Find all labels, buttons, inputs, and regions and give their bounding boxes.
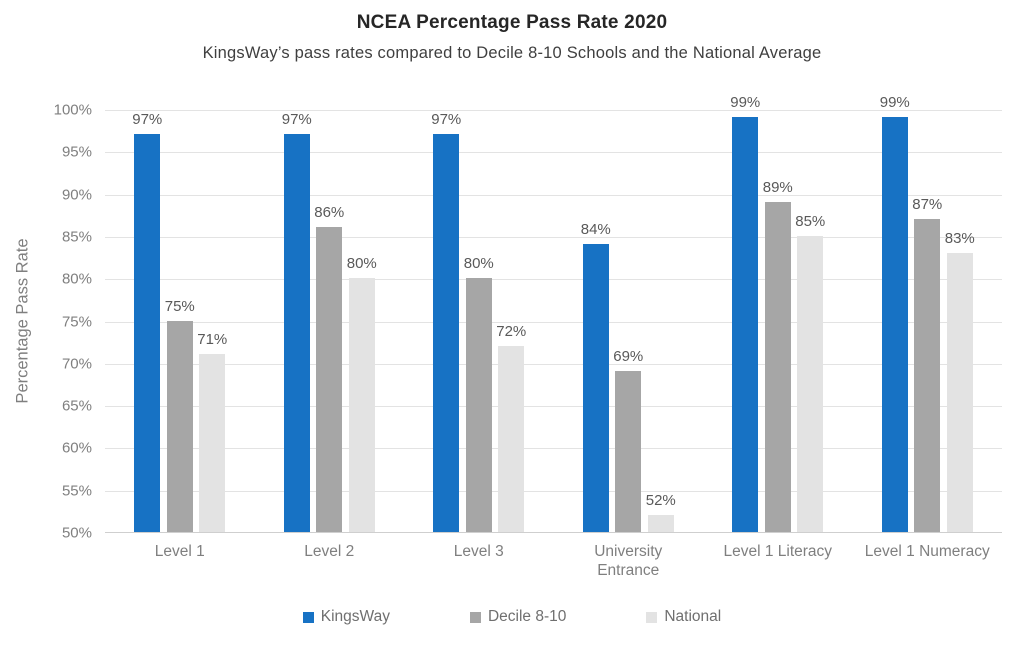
y-tick-label-65: 65% bbox=[61, 397, 92, 415]
bar-value-label-national-university-entrance: 52% bbox=[645, 492, 676, 510]
y-tick-label-95: 95% bbox=[61, 143, 92, 161]
bar-value-label-decile-8-10-level-2: 86% bbox=[314, 204, 345, 222]
gridline-75 bbox=[105, 321, 1002, 323]
chart-subtitle: KingsWay’s pass rates compared to Decile… bbox=[202, 44, 822, 62]
legend-item-national: National bbox=[646, 608, 721, 626]
bar-decile-8-10-level-3 bbox=[465, 278, 492, 532]
bar-kingsway-level-2 bbox=[283, 134, 310, 532]
legend-label-kingsway: KingsWay bbox=[320, 608, 390, 625]
category-label-level-2: Level 2 bbox=[304, 543, 355, 560]
gridline-100 bbox=[105, 110, 1002, 111]
bar-value-label-kingsway-level-3: 97% bbox=[431, 111, 462, 129]
bar-decile-8-10-level-1 bbox=[166, 320, 193, 532]
y-axis-ticks: 100% 95% 90% 85% 80% 75% 70% 65% 60% 55% 50% bbox=[0, 102, 92, 542]
bar-national-university-entrance bbox=[647, 515, 674, 532]
gridline-85 bbox=[105, 236, 1002, 238]
bar-national-level-2 bbox=[348, 278, 375, 532]
bar-value-label-national-level-1: 71% bbox=[197, 331, 228, 349]
legend-label-decile-8-10: Decile 8-10 bbox=[487, 608, 567, 625]
category-label-level-1-literacy: Level 1 Literacy bbox=[723, 543, 833, 560]
gridline-60 bbox=[105, 448, 1002, 450]
bar-kingsway-level-1-numeracy bbox=[881, 117, 908, 532]
gridline-95 bbox=[105, 152, 1002, 154]
bar-value-label-decile-8-10-level-1-literacy: 89% bbox=[762, 179, 793, 197]
bar-decile-8-10-level-1-literacy bbox=[764, 202, 791, 532]
bar-kingsway-university-entrance bbox=[582, 244, 609, 532]
gridline-70 bbox=[105, 363, 1002, 365]
gridline-55 bbox=[105, 490, 1002, 492]
bar-decile-8-10-university-entrance bbox=[615, 371, 642, 532]
plot-area: 97% 75% 71% 97% 86% 80% 97% 80% 72% 84% 69% 52% 99% 8… bbox=[105, 94, 1002, 533]
bar-kingsway-level-1-literacy bbox=[732, 117, 759, 532]
bar-value-label-decile-8-10-university-entrance: 69% bbox=[613, 348, 644, 366]
bar-value-label-decile-8-10-level-1: 75% bbox=[164, 297, 195, 315]
bar-value-label-kingsway-university-entrance: 84% bbox=[580, 221, 611, 239]
bar-value-label-national-level-2: 80% bbox=[346, 255, 377, 273]
y-tick-label-90: 90% bbox=[61, 186, 92, 204]
bar-value-label-decile-8-10-level-1-numeracy: 87% bbox=[912, 195, 943, 213]
bar-value-label-kingsway-level-2: 97% bbox=[281, 111, 312, 129]
bar-kingsway-level-1 bbox=[134, 134, 161, 532]
category-label-university-entrance: University Entrance bbox=[594, 543, 663, 579]
bar-national-level-1-literacy bbox=[797, 235, 824, 532]
y-tick-label-80: 80% bbox=[61, 270, 92, 288]
y-tick-label-50: 50% bbox=[61, 524, 92, 542]
gridline-90 bbox=[105, 194, 1002, 196]
legend-swatch-national-icon bbox=[646, 611, 658, 623]
legend-swatch-kingsway-icon bbox=[302, 611, 314, 623]
bar-value-label-decile-8-10-level-3: 80% bbox=[463, 255, 494, 273]
bar-value-label-kingsway-level-1-literacy: 99% bbox=[730, 94, 761, 112]
bar-decile-8-10-level-2 bbox=[316, 227, 343, 532]
gridline-80 bbox=[105, 279, 1002, 281]
legend: KingsWay Decile 8-10 National bbox=[0, 604, 1024, 630]
chart-title: NCEA Percentage Pass Rate 2020 bbox=[356, 12, 668, 33]
bar-national-level-1 bbox=[199, 354, 226, 532]
bar-value-label-kingsway-level-1-numeracy: 99% bbox=[879, 94, 910, 112]
legend-swatch-decile-8-10-icon bbox=[469, 611, 481, 623]
legend-item-decile-8-10: Decile 8-10 bbox=[469, 608, 567, 626]
bar-kingsway-level-3 bbox=[433, 134, 460, 532]
bar-value-label-kingsway-level-1: 97% bbox=[132, 111, 163, 129]
y-tick-label-70: 70% bbox=[61, 355, 92, 373]
legend-item-kingsway: KingsWay bbox=[302, 608, 390, 626]
y-tick-label-100: 100% bbox=[53, 101, 92, 119]
bar-national-level-1-numeracy bbox=[946, 252, 973, 532]
y-tick-label-75: 75% bbox=[61, 313, 92, 330]
y-tick-label-60: 60% bbox=[61, 439, 92, 457]
bar-national-level-3 bbox=[498, 345, 525, 532]
bar-value-label-national-level-1-literacy: 85% bbox=[795, 212, 826, 230]
gridline-65 bbox=[105, 406, 1002, 408]
category-label-level-1-numeracy: Level 1 Numeracy bbox=[864, 543, 990, 560]
bar-value-label-national-level-1-numeracy: 83% bbox=[944, 229, 975, 247]
legend-label-national: National bbox=[664, 608, 722, 625]
bar-value-label-national-level-3: 72% bbox=[496, 322, 527, 340]
y-tick-label-85: 85% bbox=[61, 228, 92, 246]
bar-decile-8-10-level-1-numeracy bbox=[914, 218, 941, 532]
category-label-level-3: Level 3 bbox=[453, 543, 504, 560]
x-axis-category-labels: Level 1 Level 2 Level 3 University Entrance… bbox=[105, 543, 1002, 585]
y-tick-label-55: 55% bbox=[61, 482, 92, 500]
category-label-level-1: Level 1 bbox=[154, 543, 205, 560]
